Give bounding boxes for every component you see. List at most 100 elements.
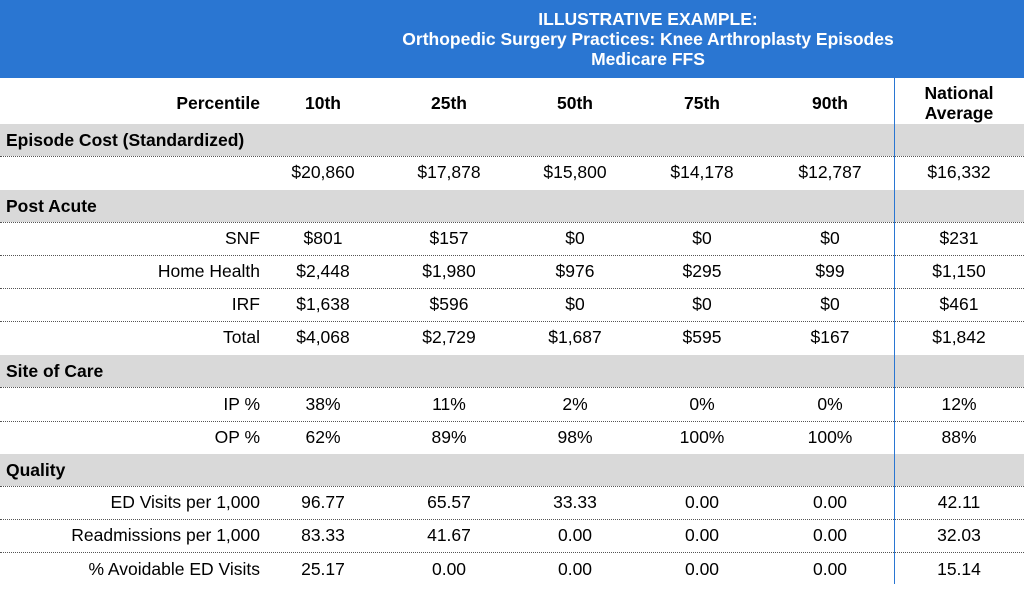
cell-10th: 83.33 (301, 525, 345, 545)
title-line-2: Orthopedic Surgery Practices: Knee Arthr… (402, 29, 894, 49)
cell-25th: 0.00 (431, 558, 467, 579)
cell-75th: $0 (692, 228, 712, 248)
cell-50th: 33.33 (553, 492, 597, 512)
row-divider (0, 519, 1024, 520)
cell-50th: 0.00 (557, 558, 593, 579)
cell-national-average: 12% (941, 393, 977, 414)
row-divider (0, 255, 1024, 256)
cell-national-average: 32.03 (937, 525, 981, 545)
cell-90th: $167 (810, 327, 850, 347)
row-divider (0, 486, 1024, 487)
table-row-episode-cost: $20,860 $17,878 $15,800 $14,178 $12,787 … (0, 156, 1024, 189)
table-title-banner: ILLUSTRATIVE EXAMPLE: Orthopedic Surgery… (0, 0, 1024, 78)
cell-75th: 0.00 (684, 525, 720, 545)
cell-25th: $157 (429, 228, 469, 248)
cell-national-average: $16,332 (927, 162, 991, 182)
cell-75th: $295 (682, 261, 722, 281)
row-label: SNF (225, 228, 260, 248)
row-label (0, 156, 260, 189)
cell-national-average: 88% (941, 427, 977, 447)
section-quality: Quality (0, 454, 1024, 486)
cell-national-average: $1,842 (932, 327, 986, 347)
cell-50th: $0 (565, 294, 585, 314)
cell-90th: $12,787 (798, 162, 862, 182)
header-percentile-label: Percentile (176, 92, 260, 113)
header-avg-line2: Average (924, 103, 994, 123)
cell-25th: 89% (431, 427, 467, 447)
cell-90th: 100% (807, 427, 853, 447)
cell-75th: 100% (679, 427, 725, 447)
header-avg-line1: National (924, 83, 994, 103)
header-row: Percentile 10th 25th 50th 75th 90th Nati… (0, 78, 1024, 128)
cell-10th: $1,638 (296, 294, 350, 314)
row-label: IRF (231, 294, 260, 314)
section-site-of-care: Site of Care (0, 355, 1024, 387)
table-row-op: OP % 62% 89% 98% 100% 100% 88% (0, 421, 1024, 454)
cell-25th: $17,878 (417, 162, 481, 182)
table-row-avoidable-ed: % Avoidable ED Visits 25.17 0.00 0.00 0.… (0, 552, 1024, 586)
cell-90th: 0% (817, 393, 843, 414)
cell-75th: 0.00 (684, 558, 720, 579)
cell-90th: $99 (815, 261, 845, 281)
cell-10th: $4,068 (296, 327, 350, 347)
section-title: Post Acute (6, 195, 97, 216)
table-row-readmissions: Readmissions per 1,000 83.33 41.67 0.00 … (0, 519, 1024, 552)
cell-75th: $595 (682, 327, 722, 347)
row-label: Total (223, 327, 260, 347)
cell-90th: $0 (820, 294, 840, 314)
cell-50th: $1,687 (548, 327, 602, 347)
section-title: Site of Care (6, 360, 104, 381)
table-row-irf: IRF $1,638 $596 $0 $0 $0 $461 (0, 288, 1024, 321)
cell-50th: $0 (565, 228, 585, 248)
title-line-1: ILLUSTRATIVE EXAMPLE: (538, 9, 758, 29)
title-line-3: Medicare FFS (591, 49, 705, 69)
header-col-75th: 75th (684, 92, 720, 113)
section-episode-cost: Episode Cost (Standardized) (0, 124, 1024, 156)
cell-10th: $2,448 (296, 261, 350, 281)
cell-10th: $801 (303, 228, 343, 248)
cell-national-average: 15.14 (937, 558, 981, 579)
cell-10th: 38% (305, 393, 341, 414)
header-col-25th: 25th (431, 92, 467, 113)
row-label: Readmissions per 1,000 (71, 525, 260, 545)
cell-10th: 96.77 (301, 492, 345, 512)
cell-75th: $14,178 (670, 162, 734, 182)
row-label: % Avoidable ED Visits (88, 558, 260, 579)
header-col-10th: 10th (305, 92, 341, 113)
cell-75th: 0% (689, 393, 715, 414)
cell-national-average: 42.11 (937, 492, 981, 512)
header-col-90th: 90th (812, 92, 848, 113)
cell-50th: 98% (557, 427, 593, 447)
cell-25th: $1,980 (422, 261, 476, 281)
row-divider (0, 222, 1024, 223)
cell-10th: $20,860 (291, 162, 355, 182)
national-average-divider (894, 78, 895, 584)
row-label: OP % (214, 427, 260, 447)
cell-75th: $0 (692, 294, 712, 314)
cell-90th: 0.00 (812, 525, 848, 545)
cell-10th: 25.17 (301, 558, 345, 579)
row-label: ED Visits per 1,000 (110, 492, 260, 512)
cell-50th: 0.00 (557, 525, 593, 545)
cell-national-average: $231 (939, 228, 979, 248)
row-label: IP % (223, 393, 260, 414)
row-divider (0, 156, 1024, 157)
row-divider (0, 288, 1024, 289)
cell-75th: 0.00 (684, 492, 720, 512)
table-row-ip: IP % 38% 11% 2% 0% 0% 12% (0, 387, 1024, 421)
table-row-total: Total $4,068 $2,729 $1,687 $595 $167 $1,… (0, 321, 1024, 354)
cell-10th: 62% (305, 427, 341, 447)
cell-25th: 41.67 (427, 525, 471, 545)
header-col-50th: 50th (557, 92, 593, 113)
header-col-national-average: National Average (894, 78, 1024, 128)
table-row-home-health: Home Health $2,448 $1,980 $976 $295 $99 … (0, 255, 1024, 288)
cell-national-average: $461 (939, 294, 979, 314)
row-divider (0, 421, 1024, 422)
section-title: Episode Cost (Standardized) (6, 129, 245, 150)
section-title: Quality (6, 459, 66, 480)
cell-90th: 0.00 (812, 492, 848, 512)
cell-90th: $0 (820, 228, 840, 248)
row-divider (0, 321, 1024, 322)
row-divider (0, 552, 1024, 553)
table-row-ed-visits: ED Visits per 1,000 96.77 65.57 33.33 0.… (0, 486, 1024, 519)
